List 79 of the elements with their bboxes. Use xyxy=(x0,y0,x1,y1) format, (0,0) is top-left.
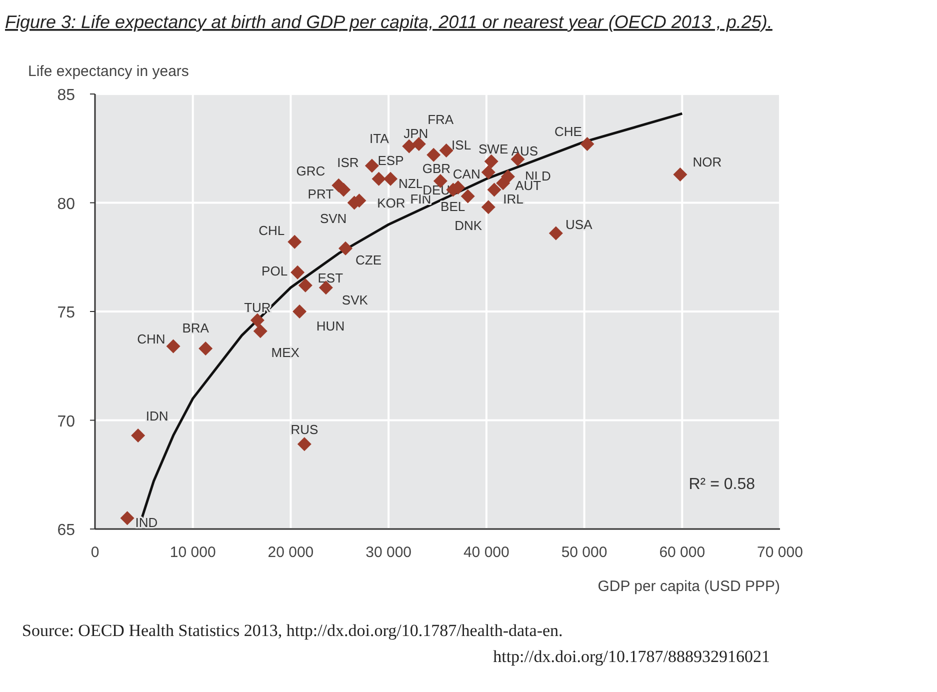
annotation: CHL xyxy=(258,222,285,238)
x-axis-title: GDP per capita (USD PPP) xyxy=(598,578,780,595)
annotation: FRA xyxy=(428,112,454,127)
point xyxy=(198,341,213,356)
point xyxy=(481,165,496,180)
annotation: RUS xyxy=(290,422,318,438)
point xyxy=(253,324,268,338)
annotation: BEL xyxy=(440,199,466,214)
x-tick-label: 0 xyxy=(90,544,100,561)
point xyxy=(250,313,264,328)
point xyxy=(288,234,302,249)
point xyxy=(673,167,688,182)
point xyxy=(481,200,496,214)
point xyxy=(487,182,502,197)
y-tick-label: 75 xyxy=(57,304,76,322)
source-note: Source: OECD Health Statistics 2013, http://dx.doi.org/10.1787/health-data-en. xyxy=(22,621,563,640)
annotation: NZL xyxy=(398,176,424,191)
point xyxy=(548,226,563,240)
annotation: DNK xyxy=(454,218,482,234)
annotation: IDN xyxy=(146,408,168,424)
point xyxy=(372,172,386,186)
annotation: R² = 0.58 xyxy=(688,476,756,493)
x-tick-label: 40 000 xyxy=(463,544,510,561)
point xyxy=(292,304,307,318)
annotation: ITA xyxy=(369,131,390,146)
annotation: CHN xyxy=(137,331,166,346)
annotation: POL xyxy=(262,263,288,278)
x-tick-label: 60 000 xyxy=(659,544,706,561)
point xyxy=(120,511,134,526)
annotation: MEX xyxy=(271,345,300,360)
point xyxy=(338,241,353,256)
point xyxy=(131,428,146,442)
annotation: ESP xyxy=(378,152,404,168)
point xyxy=(384,172,398,186)
x-tick-label: 10 000 xyxy=(170,544,216,561)
annotation: ISR xyxy=(337,154,359,170)
x-tick-label: 20 000 xyxy=(268,544,314,561)
annotation: GRC xyxy=(296,163,326,178)
annotation: AUS xyxy=(511,143,538,158)
annotation: GBR xyxy=(422,161,451,176)
annotation: ISL xyxy=(452,138,472,153)
y-tick-label: 70 xyxy=(57,413,76,430)
y-axis-title: Life expectancy in years xyxy=(28,63,189,80)
point xyxy=(290,265,305,280)
annotation: CAN xyxy=(452,166,480,182)
point xyxy=(298,278,312,292)
point xyxy=(297,437,312,452)
annotation: TUR xyxy=(244,300,271,316)
y-tick-label: 80 xyxy=(57,196,76,213)
text: http://dx.doi.org/10.1787/888932916021 xyxy=(493,647,770,666)
point xyxy=(402,139,416,154)
annotation: PRT xyxy=(308,186,334,202)
annotation: USA xyxy=(566,217,593,232)
annotation: CHE xyxy=(554,124,582,140)
x-tick-label: 30 000 xyxy=(366,544,412,561)
annotation: NOR xyxy=(692,154,722,170)
y-tick-label: 85 xyxy=(57,87,76,104)
point xyxy=(580,137,594,152)
point xyxy=(364,158,379,173)
point xyxy=(484,154,498,168)
annotation: SWE xyxy=(478,141,508,156)
point xyxy=(439,144,454,158)
point xyxy=(460,189,475,204)
annotation: SVN xyxy=(320,210,347,226)
point xyxy=(426,148,441,162)
x-tick-label: 50 000 xyxy=(561,544,608,561)
point xyxy=(496,176,510,190)
annotation: BRA xyxy=(182,320,210,336)
annotation: JPN xyxy=(404,126,428,142)
x-tick-label: 70 000 xyxy=(757,544,803,561)
annotation: EST xyxy=(318,270,344,286)
annotation: SVK xyxy=(342,292,368,308)
annotation: IRL xyxy=(503,192,524,207)
annotation: KOR xyxy=(377,196,406,211)
chart-title: Figure 3: Life expectancy at birth and GDP per capita, 2011 or nearest year (OECD 2013 , p.25). xyxy=(5,12,772,32)
annotation: CZE xyxy=(356,252,382,268)
y-tick-label: 65 xyxy=(57,522,76,539)
annotation: HUN xyxy=(316,318,345,334)
point xyxy=(166,339,180,354)
